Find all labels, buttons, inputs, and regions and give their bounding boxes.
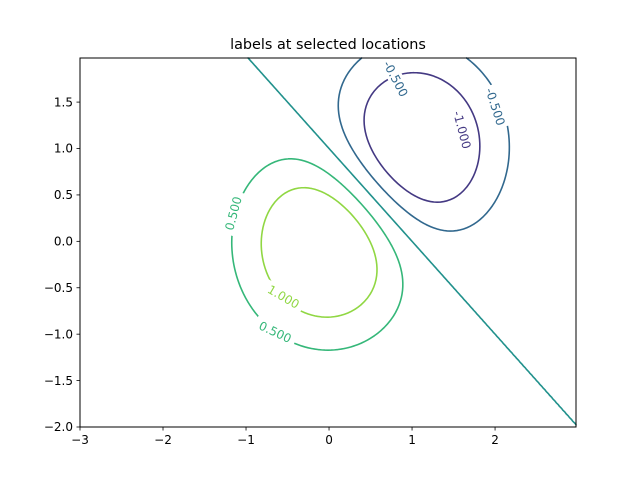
contour-label-gap <box>260 279 307 315</box>
x-axis: −3 −2 −1 0 1 2 <box>71 427 499 447</box>
chart-title: labels at selected locations <box>230 37 426 53</box>
contour-label-gap <box>449 106 476 154</box>
y-tick-label: 0.5 <box>54 188 73 202</box>
x-tick-label: 0 <box>325 433 333 447</box>
plot-frame <box>79 57 577 428</box>
y-tick-label: −2.0 <box>44 420 73 434</box>
contour-line <box>363 71 481 203</box>
y-tick-label: 1.0 <box>54 142 73 156</box>
y-tick-label: −0.5 <box>44 281 73 295</box>
contour-label-gap <box>378 55 413 102</box>
x-tick-label: 2 <box>491 433 499 447</box>
y-tick-label: −1.0 <box>44 327 73 341</box>
x-tick-label: −1 <box>237 433 255 447</box>
contour-label-gap <box>252 315 299 348</box>
contour-label-gap <box>220 190 247 237</box>
contour-line <box>230 158 404 351</box>
contour-label-gap <box>481 83 510 130</box>
contour-line <box>247 57 577 426</box>
contour-line <box>260 186 378 318</box>
x-tick-label: −3 <box>71 433 89 447</box>
x-tick-label: −2 <box>154 433 172 447</box>
y-tick-label: −1.5 <box>44 374 73 388</box>
y-tick-label: 1.5 <box>54 95 73 109</box>
y-tick-label: 0.0 <box>54 235 73 249</box>
x-tick-label: 1 <box>408 433 416 447</box>
y-axis: 1.5 1.0 0.5 0.0 −0.5 −1.0 −1.5 −2.0 <box>44 95 80 434</box>
